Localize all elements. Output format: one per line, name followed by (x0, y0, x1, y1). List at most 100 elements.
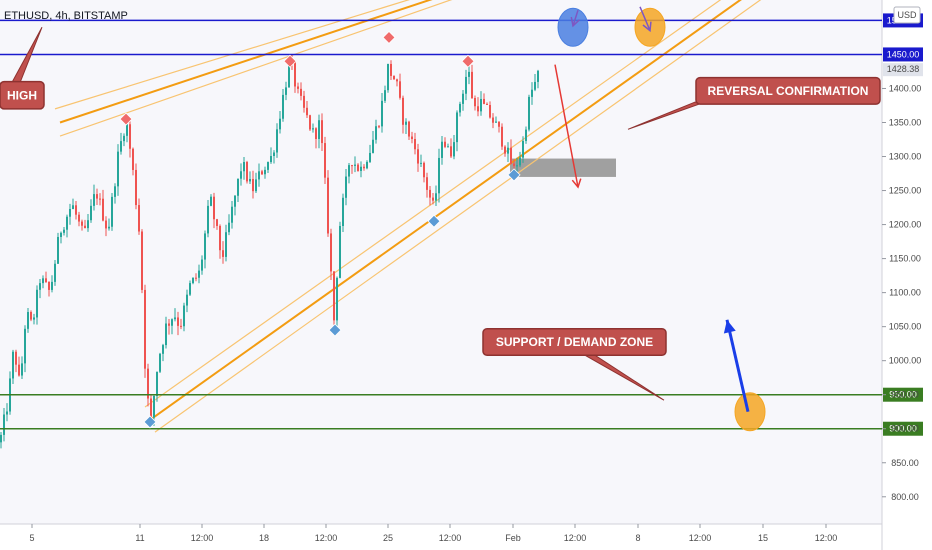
candle-body-76 (228, 222, 230, 233)
callout-box-2 (482, 327, 667, 356)
time-axis[interactable]: 5 11 12:00 18 12:00 25 12:00 Feb 12:00 8 12:00 15 12… (29, 524, 837, 543)
candle-body-110 (330, 233, 332, 272)
candle-body-78 (234, 195, 236, 207)
candle-body-94 (282, 94, 284, 119)
candle-body-167 (501, 126, 503, 147)
candle-body-41 (123, 135, 125, 142)
candle-body-148 (444, 141, 446, 147)
y-tick-label-5: 1150.00 (889, 254, 921, 264)
price-line-label-3: 900.00 (889, 424, 917, 434)
candle-body-10 (30, 312, 32, 320)
candle-body-65 (195, 277, 197, 279)
candle-body-161 (483, 98, 485, 104)
candle-body-14 (42, 278, 44, 284)
candle-body-85 (255, 179, 257, 192)
price-line-label-bg-1 (883, 47, 923, 62)
candle-body-146 (438, 157, 440, 194)
candle-body-77 (231, 206, 233, 223)
x-tick-label-8: 12:00 (564, 533, 587, 543)
currency-badge[interactable]: USD (893, 6, 921, 24)
arrow-shaft-1 (725, 319, 750, 413)
swing-low-marker-0 (143, 415, 157, 429)
price-zone-0 (510, 158, 616, 177)
candle-body-159 (477, 106, 479, 112)
price-line-label-1: 1450.00 (887, 49, 920, 59)
candle-body-5 (15, 351, 17, 365)
y-tick-label-0: 1400.00 (889, 83, 922, 93)
candle-body-42 (126, 124, 128, 136)
candle-body-126 (378, 126, 380, 128)
candle-body-168 (504, 146, 506, 154)
candle-body-59 (177, 317, 179, 326)
candle-body-62 (186, 294, 188, 306)
candle-body-138 (414, 138, 416, 150)
candle-body-91 (273, 152, 275, 157)
candle-body-39 (117, 151, 119, 187)
candle-body-124 (372, 139, 374, 153)
x-tick-label-5: 25 (383, 533, 393, 543)
candle-body-71 (213, 196, 215, 220)
candle-body-7 (21, 363, 23, 376)
candle-body-156 (468, 71, 470, 77)
candle-body-160 (480, 98, 482, 112)
candle-body-31 (93, 194, 95, 206)
candle-body-87 (261, 171, 263, 175)
target-markers-layer (557, 7, 766, 432)
candle-body-172 (516, 165, 518, 167)
candle-body-117 (351, 165, 353, 167)
candle-body-11 (33, 317, 35, 320)
candle-body-55 (165, 323, 167, 346)
candle-body-120 (360, 166, 362, 171)
candle-body-141 (423, 162, 425, 178)
symbol-title[interactable]: ETHUSD, 4h, BITSTAMP (4, 10, 128, 22)
candle-body-33 (99, 198, 101, 200)
candle-body-144 (432, 197, 434, 201)
candle-body-145 (435, 193, 437, 201)
candle-body-13 (39, 283, 41, 290)
candle-body-118 (354, 164, 356, 166)
candle-body-57 (171, 319, 173, 326)
candle-body-142 (426, 177, 428, 190)
arrow-shaft-3 (572, 9, 579, 27)
candle-body-154 (462, 93, 464, 104)
channel-line-3 (149, 0, 742, 421)
candle-body-121 (363, 166, 365, 169)
y-tick-label-6: 1100.00 (889, 288, 921, 298)
candle-body-32 (96, 194, 98, 199)
candle-body-129 (387, 63, 389, 91)
y-tick-label-3: 1250.00 (889, 186, 922, 196)
candle-body-37 (111, 196, 113, 227)
candle-body-114 (342, 197, 344, 227)
candle-body-113 (339, 226, 341, 278)
candle-body-79 (237, 178, 239, 196)
price-axis[interactable]: 1400.00 1350.00 1300.00 1250.00 1200.00 1150.… (882, 83, 922, 502)
x-tick-label-3: 18 (259, 533, 269, 543)
candle-body-8 (24, 328, 26, 364)
time-axis-background (0, 524, 882, 550)
x-tick-label-7: Feb (505, 533, 521, 543)
candle-body-51 (153, 395, 155, 418)
x-tick-label-6: 12:00 (439, 533, 462, 543)
candle-body-19 (57, 236, 59, 264)
candle-body-53 (159, 353, 161, 372)
candle-body-127 (381, 100, 383, 127)
candle-body-38 (114, 186, 116, 197)
candle-body-98 (294, 62, 296, 87)
candle-body-122 (366, 161, 368, 169)
candle-body-99 (297, 86, 299, 89)
candle-body-136 (408, 121, 410, 137)
candle-body-150 (450, 146, 452, 157)
callouts-layer: HIGH REVERSAL CONFIRMATION SUPPORT / DEMAN… (0, 26, 881, 401)
target-marker-2 (734, 392, 766, 432)
candle-body-157 (471, 71, 473, 99)
candle-body-6 (18, 364, 20, 376)
candle-body-23 (69, 209, 71, 217)
arrow-head-2 (642, 21, 652, 33)
candle-body-143 (429, 189, 431, 198)
candle-body-178 (534, 81, 536, 90)
candle-body-125 (375, 126, 377, 140)
candle-body-95 (285, 87, 287, 95)
candle-body-108 (324, 143, 326, 178)
